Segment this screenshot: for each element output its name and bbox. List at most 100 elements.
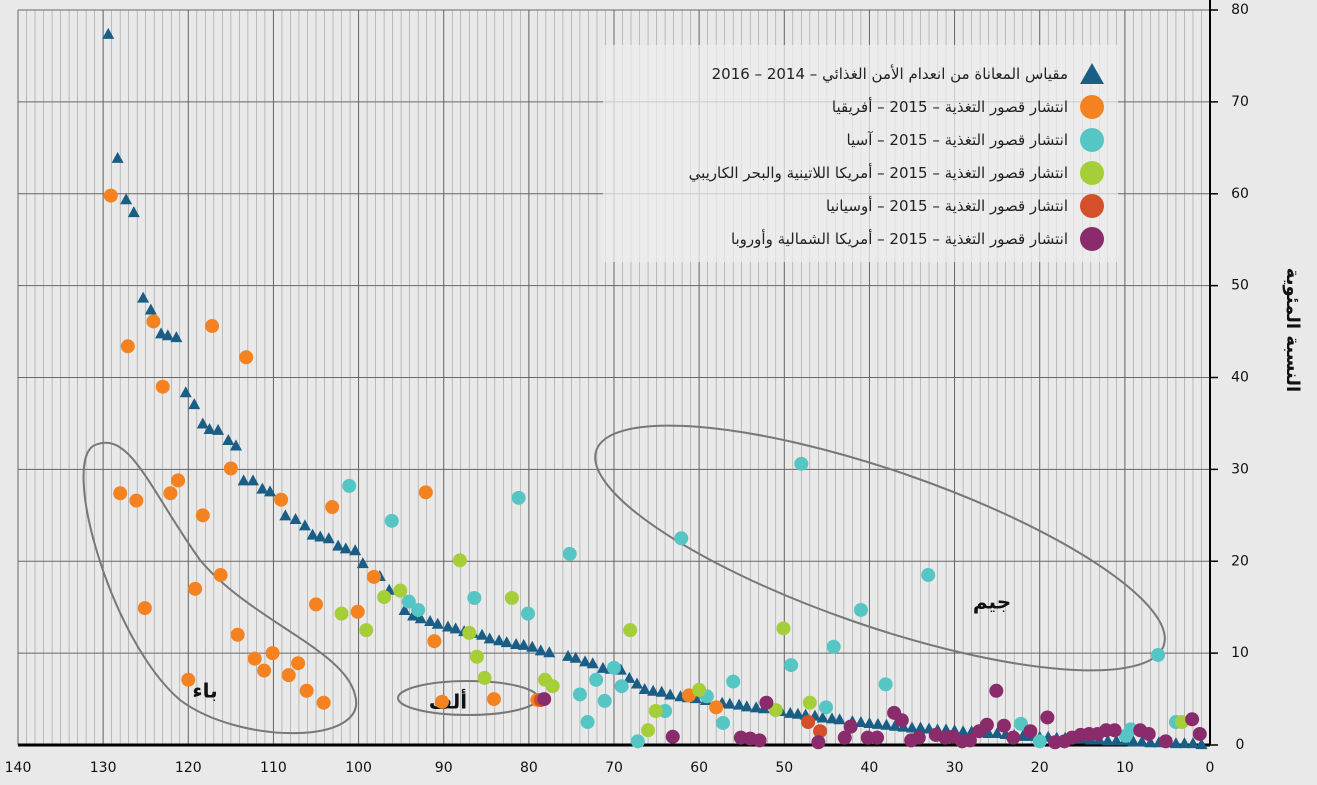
triangle-marker — [1110, 734, 1123, 746]
x-tick-label: 80 — [520, 760, 538, 776]
circle-marker — [366, 569, 381, 584]
x-tick-label: 10 — [1116, 760, 1134, 776]
x-tick-label: 40 — [861, 760, 879, 776]
triangle-marker — [562, 649, 575, 661]
triangle-marker — [246, 474, 259, 486]
circle-marker — [188, 581, 203, 596]
circle-marker — [648, 704, 663, 719]
circle-marker — [1040, 710, 1055, 725]
triangle-marker — [791, 707, 804, 719]
legend-label: انتشار قصور التغذية – 2015 – أفريقيا — [831, 97, 1068, 116]
legend-entry: انتشار قصور التغذية – 2015 – آسيا — [603, 123, 1106, 156]
triangle-marker — [586, 657, 599, 669]
circle-marker — [641, 723, 656, 738]
x-tick-label: 70 — [605, 760, 623, 776]
y-tick-label: 60 — [1231, 186, 1249, 202]
triangle-marker — [500, 636, 513, 648]
circle-marker — [103, 188, 118, 203]
legend: مقياس المعاناة من انعدام الأمن الغذائي –… — [603, 45, 1118, 262]
legend-marker — [1080, 62, 1104, 84]
circle-marker — [316, 695, 331, 710]
x-tick-label: 130 — [90, 760, 117, 776]
triangle-marker — [647, 684, 660, 696]
triangle-marker — [596, 661, 609, 673]
circle-marker — [589, 672, 604, 687]
circle-marker — [213, 568, 228, 583]
triangle-marker — [493, 634, 506, 646]
circle-marker — [1006, 730, 1021, 745]
y-tick-label: 80 — [1231, 2, 1249, 18]
triangle-marker — [322, 532, 335, 544]
circle-marker — [171, 473, 186, 488]
triangle-marker — [871, 717, 884, 729]
triangle-marker — [543, 646, 556, 658]
annotation-label: باء — [192, 679, 217, 703]
circle-marker — [545, 679, 560, 694]
legend-marker — [1080, 127, 1104, 152]
circle-marker — [794, 456, 809, 471]
triangle-marker — [957, 725, 970, 737]
annotation-ellipse — [82, 441, 358, 735]
triangle-marker — [179, 386, 192, 398]
circle-marker — [989, 683, 1004, 698]
triangle-marker — [332, 539, 345, 551]
circle-marker — [726, 674, 741, 689]
x-tick-label: 120 — [175, 760, 202, 776]
circle-marker — [477, 670, 492, 685]
x-tick-label: 90 — [435, 760, 453, 776]
triangle-marker — [655, 685, 668, 697]
annotation-ellipse — [594, 424, 1166, 672]
triangle-marker — [723, 697, 736, 709]
circle-marker — [467, 591, 482, 605]
triangle-marker — [314, 530, 327, 542]
circle-marker — [674, 531, 689, 546]
legend-marker — [1080, 94, 1104, 119]
circle-marker — [623, 623, 638, 638]
circle-marker — [265, 646, 280, 661]
circle-marker — [681, 688, 696, 703]
y-tick-label: 10 — [1231, 645, 1249, 661]
circle-marker — [1185, 712, 1200, 727]
circle-marker — [223, 461, 238, 476]
legend-label: انتشار قصور التغذية – 2015 – آسيا — [846, 130, 1068, 149]
y-tick-label: 30 — [1231, 461, 1249, 477]
triangle-marker — [1195, 738, 1208, 750]
triangle-marker — [229, 439, 242, 451]
triangle-marker — [137, 291, 150, 303]
circle-marker — [350, 604, 365, 619]
triangle-marker — [1186, 737, 1199, 749]
circle-marker — [1192, 726, 1207, 741]
circle-marker — [239, 350, 254, 365]
circle-marker — [281, 668, 296, 683]
circle-marker — [996, 718, 1011, 733]
circle-marker — [537, 692, 552, 707]
triangle-marker — [212, 423, 225, 435]
circle-marker — [768, 703, 783, 718]
circle-marker — [469, 649, 484, 664]
circle-marker — [776, 621, 791, 636]
circle-marker — [325, 500, 340, 515]
circle-marker — [401, 594, 416, 609]
x-tick-label: 110 — [260, 760, 287, 776]
circle-marker — [911, 730, 926, 745]
circle-marker — [597, 693, 612, 708]
legend-entry: انتشار قصور التغذية – 2015 – أفريقيا — [603, 90, 1106, 123]
triangle-marker — [170, 331, 183, 343]
y-tick-label: 0 — [1236, 737, 1245, 753]
circle-marker — [247, 651, 262, 666]
circle-marker — [181, 672, 196, 687]
circle-marker — [230, 627, 245, 642]
triangle-marker — [888, 719, 901, 731]
triangle-marker — [664, 688, 677, 700]
circle-marker — [962, 733, 977, 748]
circle-marker — [607, 660, 621, 675]
triangle-marker — [1178, 737, 1191, 749]
circle-marker — [562, 546, 577, 561]
triangle-marker — [120, 193, 133, 205]
x-tick-label: 30 — [946, 760, 964, 776]
circle-marker — [195, 508, 210, 523]
triangle-marker — [161, 329, 174, 341]
triangle-marker — [1101, 734, 1114, 746]
circle-marker — [630, 734, 645, 749]
